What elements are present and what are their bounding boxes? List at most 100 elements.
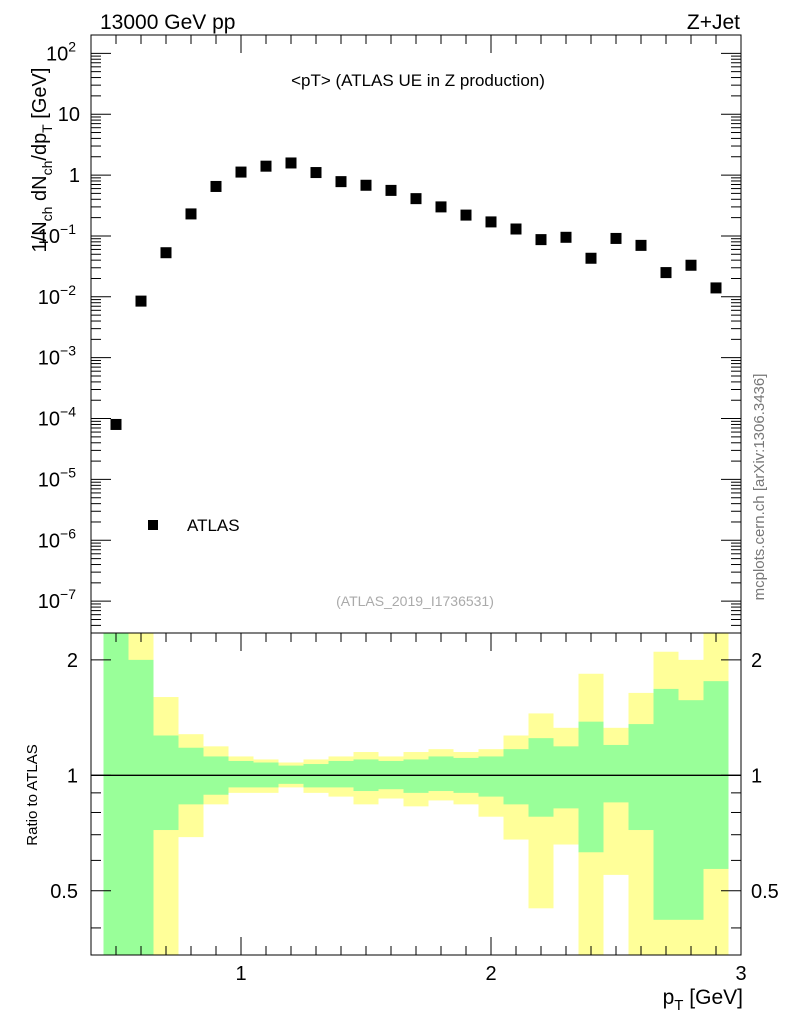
- header-right: Z+Jet: [687, 11, 740, 34]
- y-axis-title-unit: [GeV]: [29, 68, 51, 125]
- data-point: [510, 223, 522, 235]
- data-point: [235, 166, 247, 178]
- ratio-y-tick-label-right: 1: [751, 765, 762, 787]
- y-tick-label: 10−5: [38, 464, 76, 491]
- ratio-panel: 0.5 0.5 1 1 2 2 1 2 3 Ratio to ATLAS pT [GeV]: [24, 632, 779, 1014]
- data-point: [460, 209, 472, 221]
- data-point: [610, 232, 622, 244]
- y-tick-label-exp: −3: [60, 343, 76, 359]
- y-tick-label-exp: −1: [60, 221, 76, 237]
- band-segment: [178, 747, 204, 805]
- ratio-y-tick-label: 0.5: [50, 881, 78, 903]
- y-tick-label: 10−6: [38, 525, 76, 552]
- band-segment: [478, 756, 504, 797]
- y-tick-label-base: 10: [46, 43, 68, 65]
- y-tick-label: 10−4: [38, 404, 76, 431]
- data-point: [185, 208, 197, 220]
- x-axis-title: pT [GeV]: [663, 986, 743, 1014]
- y-tick-label-base: 10: [38, 530, 60, 552]
- y-tick-label-exp: −5: [60, 464, 76, 480]
- data-point: [635, 239, 647, 251]
- ratio-y-tick-label-right: 0.5: [751, 881, 779, 903]
- data-point: [260, 160, 272, 172]
- ratio-y-tick-label: 1: [67, 765, 78, 787]
- data-point: [410, 193, 422, 205]
- side-label: mcplots.cern.ch [arXiv:1306.3436]: [751, 374, 768, 601]
- band-segment: [403, 759, 429, 793]
- y-tick-label-base: 10: [38, 409, 60, 431]
- y-tick-label-exp: −4: [60, 404, 76, 420]
- x-axis-title-sub: T: [674, 997, 683, 1014]
- y-tick-label-base: 10: [58, 104, 80, 126]
- y-tick-label: 10−3: [38, 343, 76, 370]
- band-segment: [228, 760, 254, 788]
- x-axis-title-unit: [GeV]: [683, 986, 743, 1009]
- data-points: [110, 157, 722, 430]
- y-tick-label-base: 1: [69, 165, 80, 187]
- band-segment: [103, 633, 129, 955]
- band-segment: [503, 749, 529, 805]
- ratio-y-tick-label-right: 2: [751, 650, 762, 672]
- data-point: [310, 167, 322, 179]
- data-point: [285, 157, 297, 169]
- main-panel: <pT> (ATLAS UE in Z production) (ATLAS_2…: [29, 34, 742, 634]
- legend-label: ATLAS: [187, 516, 240, 535]
- main-frame: [90, 34, 742, 634]
- statistical-uncertainty-band: [103, 633, 729, 955]
- watermark: (ATLAS_2019_I1736531): [336, 593, 494, 609]
- y-tick-label: 102: [46, 38, 76, 65]
- data-point: [535, 234, 547, 246]
- data-point: [160, 247, 172, 259]
- y-tick-label: 10−2: [38, 282, 76, 309]
- band-segment: [428, 756, 454, 792]
- ratio-y-tick-label: 2: [67, 650, 78, 672]
- data-point: [110, 418, 122, 430]
- y-tick-label-exp: −2: [60, 282, 76, 298]
- y-tick-label-exp: 2: [68, 38, 76, 54]
- band-segment: [653, 688, 679, 920]
- data-point: [135, 295, 147, 307]
- x-tick-label: 1: [235, 963, 246, 985]
- band-segment: [328, 760, 354, 788]
- legend-marker: [148, 520, 158, 530]
- data-point: [335, 176, 347, 188]
- header-left: 13000 GeV pp: [100, 11, 235, 34]
- y-tick-label: 10−1: [38, 221, 76, 248]
- y-tick-label-base: 10: [38, 287, 60, 309]
- band-segment: [628, 724, 654, 831]
- band-segment: [553, 746, 579, 809]
- data-point: [360, 179, 372, 191]
- x-tick-label: 3: [735, 963, 746, 985]
- data-point: [485, 216, 497, 228]
- y-axis-title-pre: 1/N: [29, 221, 51, 252]
- y-tick-label: 10: [58, 104, 80, 126]
- ratio-frame: [90, 632, 742, 956]
- y-axis-title-post: /dp: [29, 133, 51, 161]
- y-axis-title: 1/Nch dNch/dpT [GeV]: [29, 68, 55, 253]
- y-tick-label: 10−7: [38, 586, 76, 613]
- y-tick-label-exp: −7: [60, 586, 76, 602]
- ratio-axis-ticks: [90, 633, 742, 955]
- y-tick-label-base: 10: [38, 469, 60, 491]
- data-point: [585, 252, 597, 264]
- band-segment: [128, 659, 154, 955]
- y-tick-label-exp: −6: [60, 525, 76, 541]
- y-axis-title-sub1: ch: [39, 207, 55, 222]
- y-tick-label-base: 10: [38, 591, 60, 613]
- ratio-axis-tick-labels: 0.5 0.5 1 1 2 2 1 2 3: [50, 650, 779, 985]
- y-axis-title-mid: dN: [29, 175, 51, 206]
- x-tick-label: 2: [485, 963, 496, 985]
- data-point: [710, 282, 722, 294]
- band-segment: [603, 744, 629, 803]
- data-point: [210, 180, 222, 192]
- band-segment: [678, 700, 704, 920]
- band-segment: [153, 735, 179, 831]
- band-segment: [578, 721, 604, 853]
- x-axis-title-pre: p: [663, 986, 675, 1009]
- data-point: [660, 267, 672, 279]
- y-axis-title-sub3: T: [39, 124, 55, 133]
- data-point: [435, 201, 447, 213]
- y-tick-label-base: 10: [38, 226, 60, 248]
